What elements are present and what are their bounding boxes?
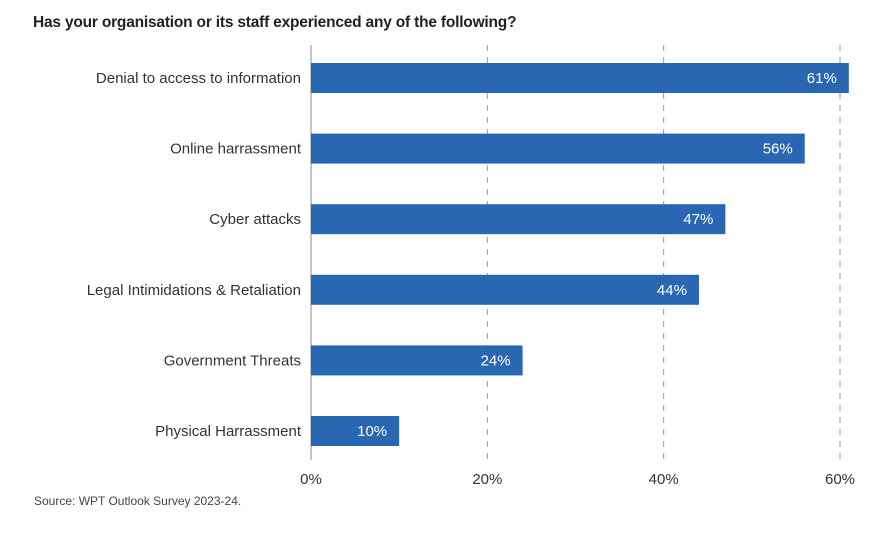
data-label: 10%	[357, 423, 387, 440]
category-label: Government Threats	[164, 352, 301, 369]
category-label: Denial to access to information	[96, 70, 301, 87]
data-label: 61%	[807, 70, 837, 87]
bar	[311, 63, 849, 93]
x-tick-label: 20%	[472, 471, 502, 488]
category-label: Online harrassment	[170, 141, 302, 158]
category-label: Cyber attacks	[209, 211, 301, 228]
x-tick-label: 40%	[649, 471, 679, 488]
chart-title: Has your organisation or its staff exper…	[33, 14, 517, 31]
bar	[311, 274, 699, 305]
bar	[311, 345, 523, 376]
bar	[311, 204, 726, 235]
data-label: 47%	[683, 211, 713, 228]
x-tick-label: 60%	[825, 471, 855, 488]
bar	[311, 416, 400, 446]
x-tick-label: 0%	[300, 471, 322, 488]
data-label: 44%	[657, 282, 687, 299]
data-label: 56%	[763, 141, 793, 158]
category-label: Physical Harrassment	[155, 423, 302, 440]
bar	[311, 133, 805, 164]
data-label: 24%	[481, 352, 511, 369]
source-note: Source: WPT Outlook Survey 2023-24.	[34, 494, 242, 508]
category-label: Legal Intimidations & Retaliation	[87, 282, 301, 299]
